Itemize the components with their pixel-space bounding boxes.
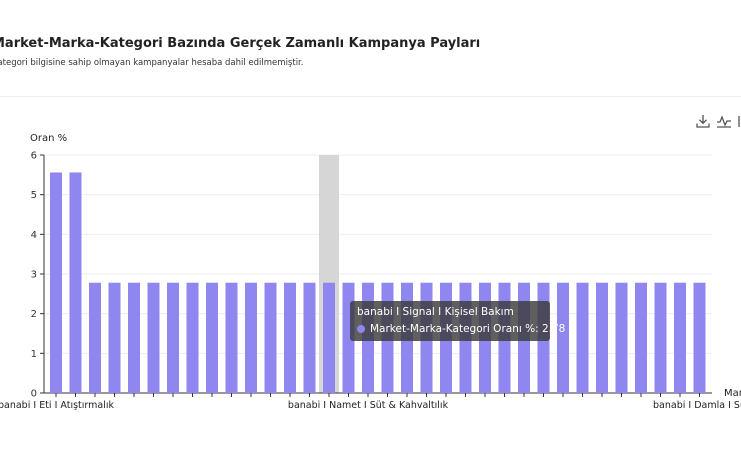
y-tick-label: 6 [31,151,37,162]
y-tick-label: 2 [31,309,37,320]
bar [128,282,140,393]
bar [167,282,179,393]
bar [557,282,569,393]
bar [245,282,257,393]
header-divider [0,96,741,97]
bar [147,282,160,393]
y-tick-label: 5 [31,190,37,201]
bar [576,282,589,393]
bar [108,282,121,393]
download-icon[interactable] [695,113,711,129]
chart-toolbar [0,113,741,129]
bar [89,282,101,393]
chart-tooltip: banabi I Signal I Kişisel Bakım Market-M… [350,301,565,341]
bar [654,282,667,393]
bar [693,282,706,393]
chart-subtitle: Kategori bilgisine sahip olmayan kampany… [0,58,304,68]
x-tick-label: banabi I Damla I Su [653,400,741,411]
bar [225,282,238,393]
bar [264,282,277,393]
x-tick-label: banabi I Eti I Atıştırmalık [0,400,115,411]
tooltip-value: Market-Marka-Kategori Oranı %: 2.78 [370,323,566,335]
bar [323,282,335,393]
bar [596,282,608,393]
y-tick-label: 3 [31,270,37,281]
y-axis-label: Oran % [30,133,67,144]
y-tick-label: 0 [31,389,37,400]
series-dot-icon [357,325,365,333]
bar [206,282,218,393]
bar [284,282,296,393]
x-tick-label: banabi I Namet I Süt & Kahvaltılık [288,400,449,411]
chart-title: Market-Marka-Kategori Bazında Gerçek Zam… [0,36,481,51]
more-icon[interactable] [737,113,741,129]
bar [674,282,686,393]
bar [303,282,316,393]
bar [635,282,647,393]
tooltip-title: banabi I Signal I Kişisel Bakım [357,306,514,318]
bar [50,172,62,393]
line-chart-icon[interactable] [716,113,732,129]
y-tick-label: 4 [31,230,37,241]
bar [615,282,628,393]
bar [186,282,199,393]
x-axis-label: Market [724,388,741,399]
y-tick-label: 1 [31,349,37,360]
tooltip-row: Market-Marka-Kategori Oranı %: 2.78 [357,323,565,335]
bar [69,172,82,393]
